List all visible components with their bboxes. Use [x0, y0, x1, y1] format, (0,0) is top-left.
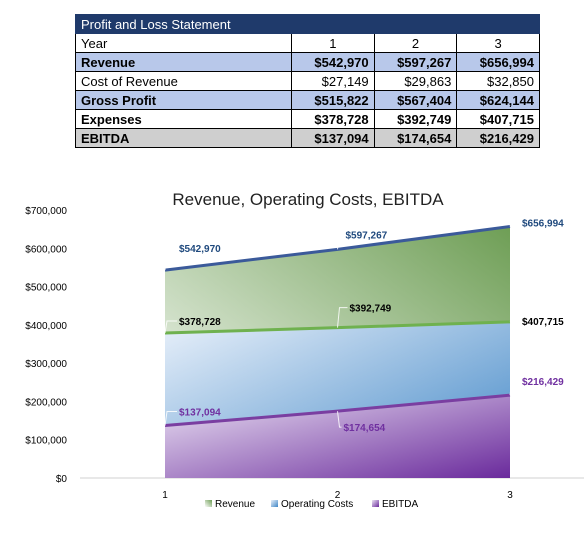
- area-chart: Revenue, Operating Costs, EBITDA $0 $100,…: [25, 190, 584, 510]
- row-value: $542,970: [291, 52, 375, 72]
- data-label: $656,994: [522, 218, 564, 229]
- data-label-leader: [164, 411, 177, 426]
- data-label: $542,970: [179, 244, 221, 255]
- row-value: $624,144: [456, 90, 540, 110]
- row-value: $216,429: [456, 128, 540, 148]
- legend-label: Revenue: [215, 499, 255, 510]
- legend-swatch: [372, 500, 379, 507]
- x-tick-label: 2: [335, 490, 341, 501]
- table-title-row: Profit and Loss Statement: [75, 14, 540, 34]
- data-label: $378,728: [179, 317, 221, 328]
- header-year: 1: [291, 33, 375, 53]
- header-year: 2: [373, 33, 458, 53]
- legend-swatch: [271, 500, 278, 507]
- legend-swatch: [205, 500, 212, 507]
- data-label-leader: [509, 221, 520, 227]
- y-tick-label: $700,000: [25, 206, 67, 217]
- data-label-leader: [337, 411, 342, 428]
- row-value: $174,654: [373, 128, 458, 148]
- data-label-leader: [337, 307, 348, 328]
- y-tick-label: $400,000: [25, 321, 67, 332]
- data-label-leader: [509, 380, 520, 396]
- line-ebitda: [164, 393, 511, 428]
- row-value: $656,994: [456, 52, 540, 72]
- row-value: $137,094: [291, 128, 375, 148]
- data-label-leader: [509, 320, 520, 323]
- data-label: $216,429: [522, 377, 564, 388]
- row-value: $597,267: [373, 52, 458, 72]
- legend-label: Operating Costs: [281, 499, 353, 510]
- row-label: Revenue: [75, 52, 292, 72]
- row-label: Gross Profit: [75, 90, 292, 110]
- table-row: Revenue $542,970 $597,267 $656,994: [75, 52, 540, 72]
- header-label: Year: [75, 33, 292, 53]
- row-value: $378,728: [291, 109, 375, 129]
- header-year: 3: [456, 33, 540, 53]
- x-tick-label: 3: [507, 490, 513, 501]
- row-value: $515,822: [291, 90, 375, 110]
- data-label: $407,715: [522, 317, 564, 328]
- data-label: $137,094: [179, 408, 221, 419]
- row-value: $567,404: [373, 90, 458, 110]
- data-label: $597,267: [346, 230, 388, 241]
- x-tick-label: 1: [162, 490, 168, 501]
- data-label-leader: [164, 247, 177, 271]
- table-header-row: Year 1 2 3: [75, 33, 540, 53]
- row-label: Cost of Revenue: [75, 71, 292, 91]
- row-value: $32,850: [456, 71, 540, 91]
- row-value: $27,149: [291, 71, 375, 91]
- data-label-leader: [164, 320, 177, 334]
- row-value: $392,749: [373, 109, 458, 129]
- row-value: $407,715: [456, 109, 540, 129]
- y-tick-label: $500,000: [25, 283, 67, 294]
- y-tick-label: $300,000: [25, 359, 67, 370]
- table-row: Expenses $378,728 $392,749 $407,715: [75, 109, 540, 129]
- row-value: $29,863: [373, 71, 458, 91]
- y-tick-label: $100,000: [25, 436, 67, 447]
- y-tick-label: $0: [56, 474, 68, 485]
- legend-label: EBITDA: [382, 499, 418, 510]
- area-ebitda: [165, 395, 510, 478]
- data-label: $174,654: [344, 423, 386, 434]
- row-label: EBITDA: [75, 128, 292, 148]
- y-tick-label: $600,000: [25, 244, 67, 255]
- chart-title: Revenue, Operating Costs, EBITDA: [172, 190, 444, 209]
- profit-loss-table: Profit and Loss Statement Year 1 2 3 Revenue $…: [75, 14, 540, 148]
- table-row: Gross Profit $515,822 $567,404 $624,144: [75, 90, 540, 110]
- table-title: Profit and Loss Statement: [75, 14, 540, 34]
- table-row: Cost of Revenue $27,149 $29,863 $32,850: [75, 71, 540, 91]
- data-label-leader: [337, 233, 344, 250]
- row-label: Expenses: [75, 109, 292, 129]
- data-label: $392,749: [350, 304, 392, 315]
- y-tick-label: $200,000: [25, 397, 67, 408]
- table-row: EBITDA $137,094 $174,654 $216,429: [75, 128, 540, 148]
